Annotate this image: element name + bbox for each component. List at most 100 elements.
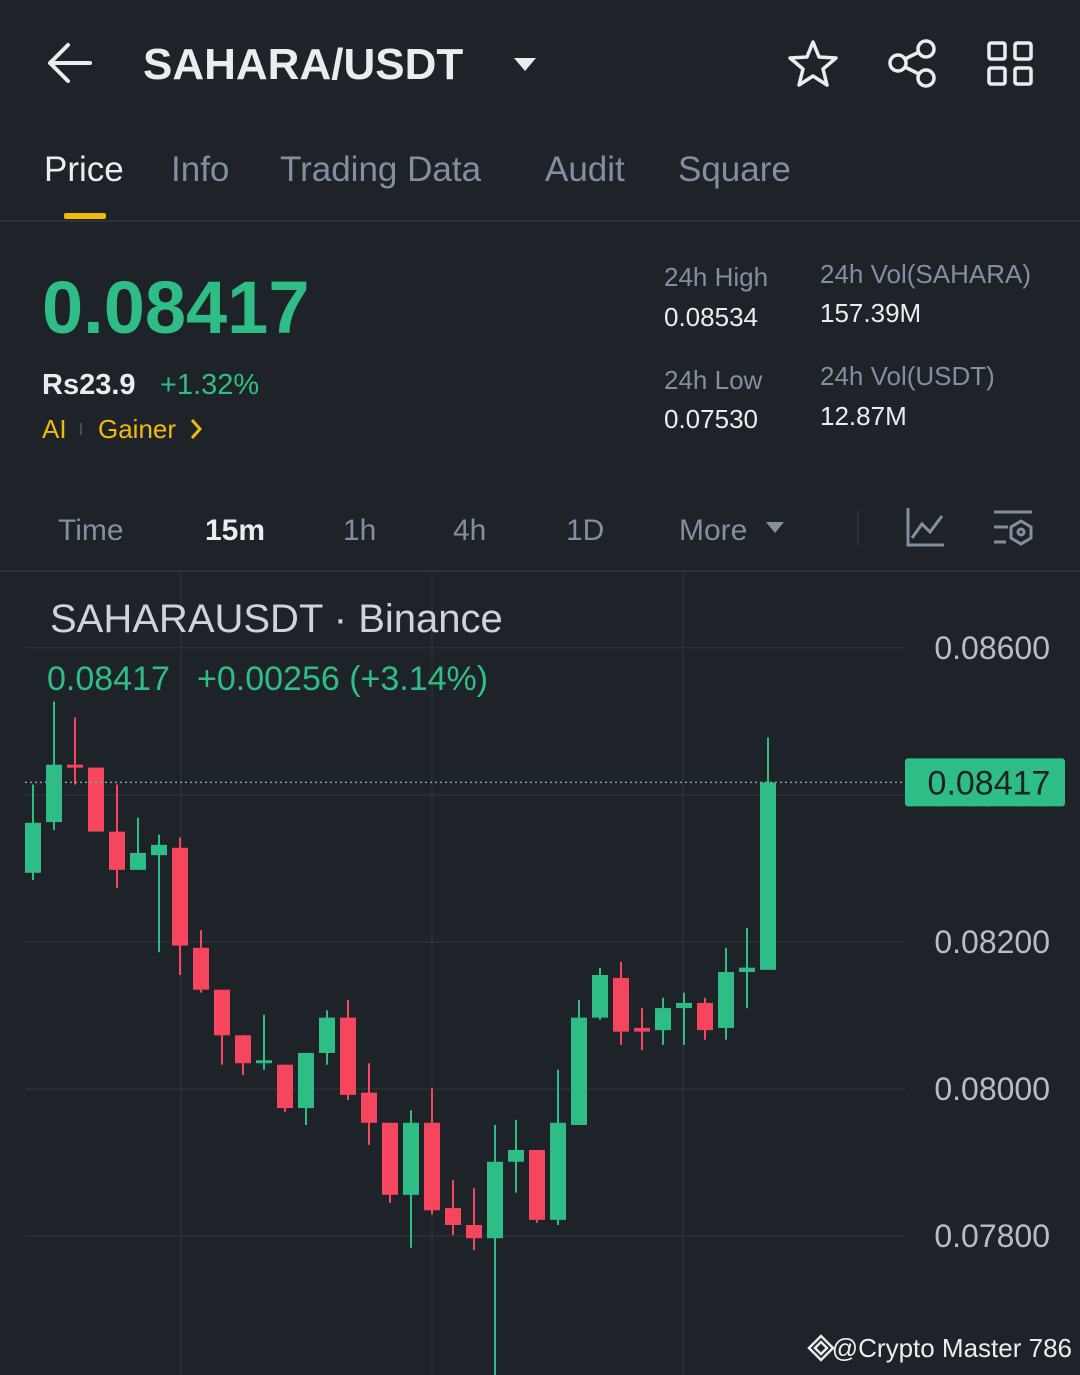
candle-body — [256, 1060, 272, 1064]
legend-price: 0.08417 — [47, 660, 170, 698]
tab[interactable]: Price — [44, 150, 124, 189]
candle-body — [739, 967, 755, 973]
tab[interactable]: Trading Data — [280, 150, 482, 189]
candle-body — [319, 1017, 335, 1053]
local-price: Rs23.9 — [42, 369, 136, 401]
stat-value: 0.07530 — [664, 404, 758, 434]
more-dropdown[interactable] — [766, 522, 784, 533]
stat-value: 0.08534 — [664, 302, 758, 332]
candle-body — [130, 852, 146, 870]
tag-separator — [80, 423, 82, 435]
candle-body — [718, 972, 734, 1028]
candle-body — [340, 1017, 356, 1095]
interval[interactable]: More — [679, 514, 747, 547]
menu-square — [1013, 41, 1033, 61]
interval[interactable]: 1h — [343, 514, 376, 547]
candle-body — [172, 847, 188, 946]
divider — [857, 510, 859, 546]
candle-body — [676, 1002, 692, 1009]
candle-body — [424, 1122, 440, 1211]
tag[interactable]: Gainer — [98, 414, 176, 444]
share-node — [888, 53, 908, 73]
candle-body — [487, 1161, 503, 1239]
tag[interactable]: AI — [42, 414, 67, 444]
stat-label: 24h Vol(SAHARA) — [820, 259, 1031, 289]
candle-body — [529, 1150, 545, 1220]
candle-body — [298, 1052, 314, 1109]
tab[interactable]: Audit — [545, 150, 625, 189]
pair-dropdown[interactable] — [514, 58, 536, 71]
candle-body — [235, 1035, 251, 1064]
candle-body — [277, 1064, 293, 1109]
menu-square — [987, 41, 1007, 61]
y-tick-label: 0.08600 — [934, 630, 1050, 666]
active-tab-indicator — [64, 213, 106, 219]
stat-label: 24h Low — [664, 365, 763, 395]
candle-body — [193, 947, 209, 990]
candle-body — [571, 1017, 587, 1125]
watermark: @Crypto Master 786 — [832, 1333, 1072, 1363]
tab[interactable]: Info — [171, 150, 229, 189]
interval[interactable]: 1D — [566, 514, 604, 547]
menu-icon[interactable] — [987, 41, 1033, 86]
settings-icon[interactable] — [994, 510, 1033, 546]
favorite-icon[interactable] — [788, 40, 838, 87]
settings-hex — [1009, 519, 1033, 546]
candle-body — [550, 1122, 566, 1220]
price-change: +1.32% — [160, 369, 259, 401]
back-button[interactable] — [48, 43, 92, 83]
candle-body — [655, 1008, 671, 1031]
candle-body — [25, 822, 41, 873]
interval[interactable]: 15m — [205, 514, 265, 547]
candle-body — [382, 1122, 398, 1195]
candle-body — [403, 1122, 419, 1195]
overlay-layer: 0.08417 — [905, 758, 1065, 807]
interval[interactable]: 4h — [453, 514, 486, 547]
candle-body — [445, 1208, 461, 1225]
candle-body — [466, 1225, 482, 1239]
candle-body — [214, 989, 230, 1036]
menu-square — [987, 66, 1007, 86]
candle-body — [46, 764, 62, 823]
y-tick-label: 0.08000 — [934, 1071, 1050, 1107]
stat-value: 157.39M — [820, 298, 921, 328]
indicator-glyph — [906, 508, 944, 547]
candle-body — [613, 977, 629, 1032]
back-arrow — [48, 43, 92, 83]
menu-square — [1013, 66, 1033, 86]
settings-dot — [1016, 527, 1026, 537]
candle-body — [697, 1002, 713, 1031]
share-node — [916, 39, 936, 59]
legend-change: +0.00256 (+3.14%) — [197, 660, 488, 698]
divider — [0, 220, 1080, 222]
stat-value: 12.87M — [820, 401, 907, 431]
y-tick-label: 0.08200 — [934, 924, 1050, 960]
stat-label: 24h High — [664, 262, 768, 292]
watermark-logo — [807, 1334, 835, 1362]
y-tick-label: 0.07800 — [934, 1218, 1050, 1254]
candle-body — [508, 1150, 524, 1162]
stat-label: 24h Vol(USDT) — [820, 361, 995, 391]
candle-body — [634, 1027, 650, 1032]
share-links — [904, 50, 920, 76]
last-price-box — [905, 758, 1065, 807]
candle-body — [109, 831, 125, 870]
settings-lines — [994, 510, 1032, 544]
divider — [0, 570, 1080, 572]
last-price: 0.08417 — [42, 266, 310, 349]
tab[interactable]: Square — [678, 150, 791, 189]
indicator-icon[interactable] — [906, 508, 944, 547]
candle-body — [760, 782, 776, 970]
pair-title[interactable]: SAHARA/USDT — [143, 40, 463, 89]
candle-body — [67, 764, 83, 768]
share-node — [916, 68, 936, 88]
last-price-label: 0.08417 — [928, 764, 1051, 802]
candle-body — [361, 1092, 377, 1123]
interval[interactable]: Time — [58, 514, 124, 547]
chart-title: SAHARAUSDT · Binance — [50, 597, 503, 641]
candle-body — [151, 844, 167, 856]
share-icon[interactable] — [888, 39, 936, 88]
